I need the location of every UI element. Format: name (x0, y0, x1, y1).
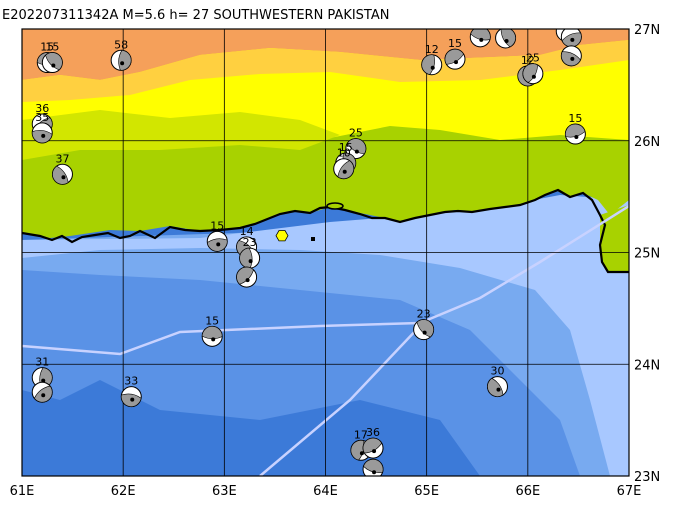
longitude-label: 64E (313, 484, 338, 499)
longitude-labels: 61E 62E 63E 64E 65E 66E 67E (10, 484, 642, 499)
depth-label: 33 (124, 375, 138, 388)
depth-label: 21 (559, 9, 573, 22)
focal-mechanism: 25 (522, 52, 544, 85)
continental-shelf (22, 195, 629, 476)
depth-label: 15 (499, 16, 513, 29)
focal-mechanism: 31 (31, 356, 53, 389)
focal-mechanism: 36 (362, 426, 384, 459)
depth-label: 15 (339, 141, 353, 154)
depth-label: 15 (210, 219, 224, 232)
depth-label: 17 (354, 428, 368, 441)
depth-label: 30 (490, 365, 504, 378)
map-frame (21, 28, 630, 477)
station-marker (311, 237, 315, 241)
longitude-label: 67E (617, 484, 642, 499)
depth-label: 15 (45, 41, 59, 54)
land-mid-patch (22, 110, 340, 160)
depth-label: 23 (417, 308, 431, 321)
depth-label: 15 (473, 15, 487, 28)
latitude-label: 24N (634, 358, 660, 373)
depth-label: 15 (205, 314, 219, 327)
land-low-east (600, 205, 629, 272)
depth-label: 25 (349, 127, 363, 140)
focal-mechanism (560, 45, 582, 67)
longitude-label: 66E (515, 484, 540, 499)
depth-label: 36 (366, 426, 380, 439)
focal-mechanism: 15 (206, 219, 228, 252)
depth-label: 10 (337, 147, 351, 160)
focal-mechanism: 25 (345, 127, 367, 160)
focal-mechanism (236, 266, 258, 288)
focal-mechanism: 35 (31, 111, 53, 144)
focal-mechanism: 15 (469, 15, 491, 48)
map-title: E202207311342A M=5.6 h= 27 SOUTHWESTERN … (2, 8, 390, 23)
depth-label: 58 (114, 38, 128, 51)
focal-mechanism: 15 (564, 112, 586, 145)
coastline (22, 188, 629, 274)
latitude-label: 23N (634, 470, 660, 485)
depth-label: 25 (526, 52, 540, 65)
depth-label: 37 (55, 152, 69, 165)
fault-line (259, 325, 421, 476)
depth-label: 35 (35, 111, 49, 124)
island (326, 202, 344, 210)
latitude-labels: 27N 26N 25N 24N 23N (634, 23, 660, 485)
depth-label: 12 (425, 43, 439, 56)
focal-mechanism (31, 381, 53, 403)
depth-label: 13 (564, 15, 578, 28)
latitude-label: 26N (634, 135, 660, 150)
focal-mechanism: 15 (41, 41, 63, 74)
focal-mechanism: 23 (239, 236, 261, 269)
depth-label: 14 (240, 225, 254, 238)
focal-mechanism: 15 (444, 37, 466, 70)
focal-mechanism: 58 (110, 38, 132, 71)
longitude-label: 63E (212, 484, 237, 499)
focal-mechanism: 33 (120, 375, 142, 408)
depth-label: 31 (35, 356, 49, 369)
depth-label: 15 (448, 37, 462, 50)
focal-mechanism: 12 (421, 43, 443, 76)
longitude-label: 61E (10, 484, 35, 499)
epicenter-marker (275, 230, 289, 242)
focal-mechanism (362, 458, 384, 476)
depth-label: 15 (568, 112, 582, 125)
graticule (22, 29, 629, 476)
focal-mechanism: 23 (413, 308, 435, 341)
focal-mechanism: 37 (51, 152, 73, 185)
shallow-shelf (22, 220, 629, 476)
depth-label: 23 (243, 236, 257, 249)
longitude-label: 62E (111, 484, 136, 499)
depth-label: 15 (40, 41, 54, 54)
focal-mechanism: 15 (201, 314, 223, 347)
longitude-label: 65E (414, 484, 439, 499)
focal-mechanism: 10 (333, 147, 355, 180)
latitude-label: 27N (634, 23, 660, 38)
focal-mechanism: 15 (495, 16, 517, 49)
depth-label: 36 (35, 102, 49, 115)
latitude-label: 25N (634, 247, 660, 262)
plate-boundary (22, 204, 629, 356)
focal-mechanism: 30 (486, 365, 508, 398)
